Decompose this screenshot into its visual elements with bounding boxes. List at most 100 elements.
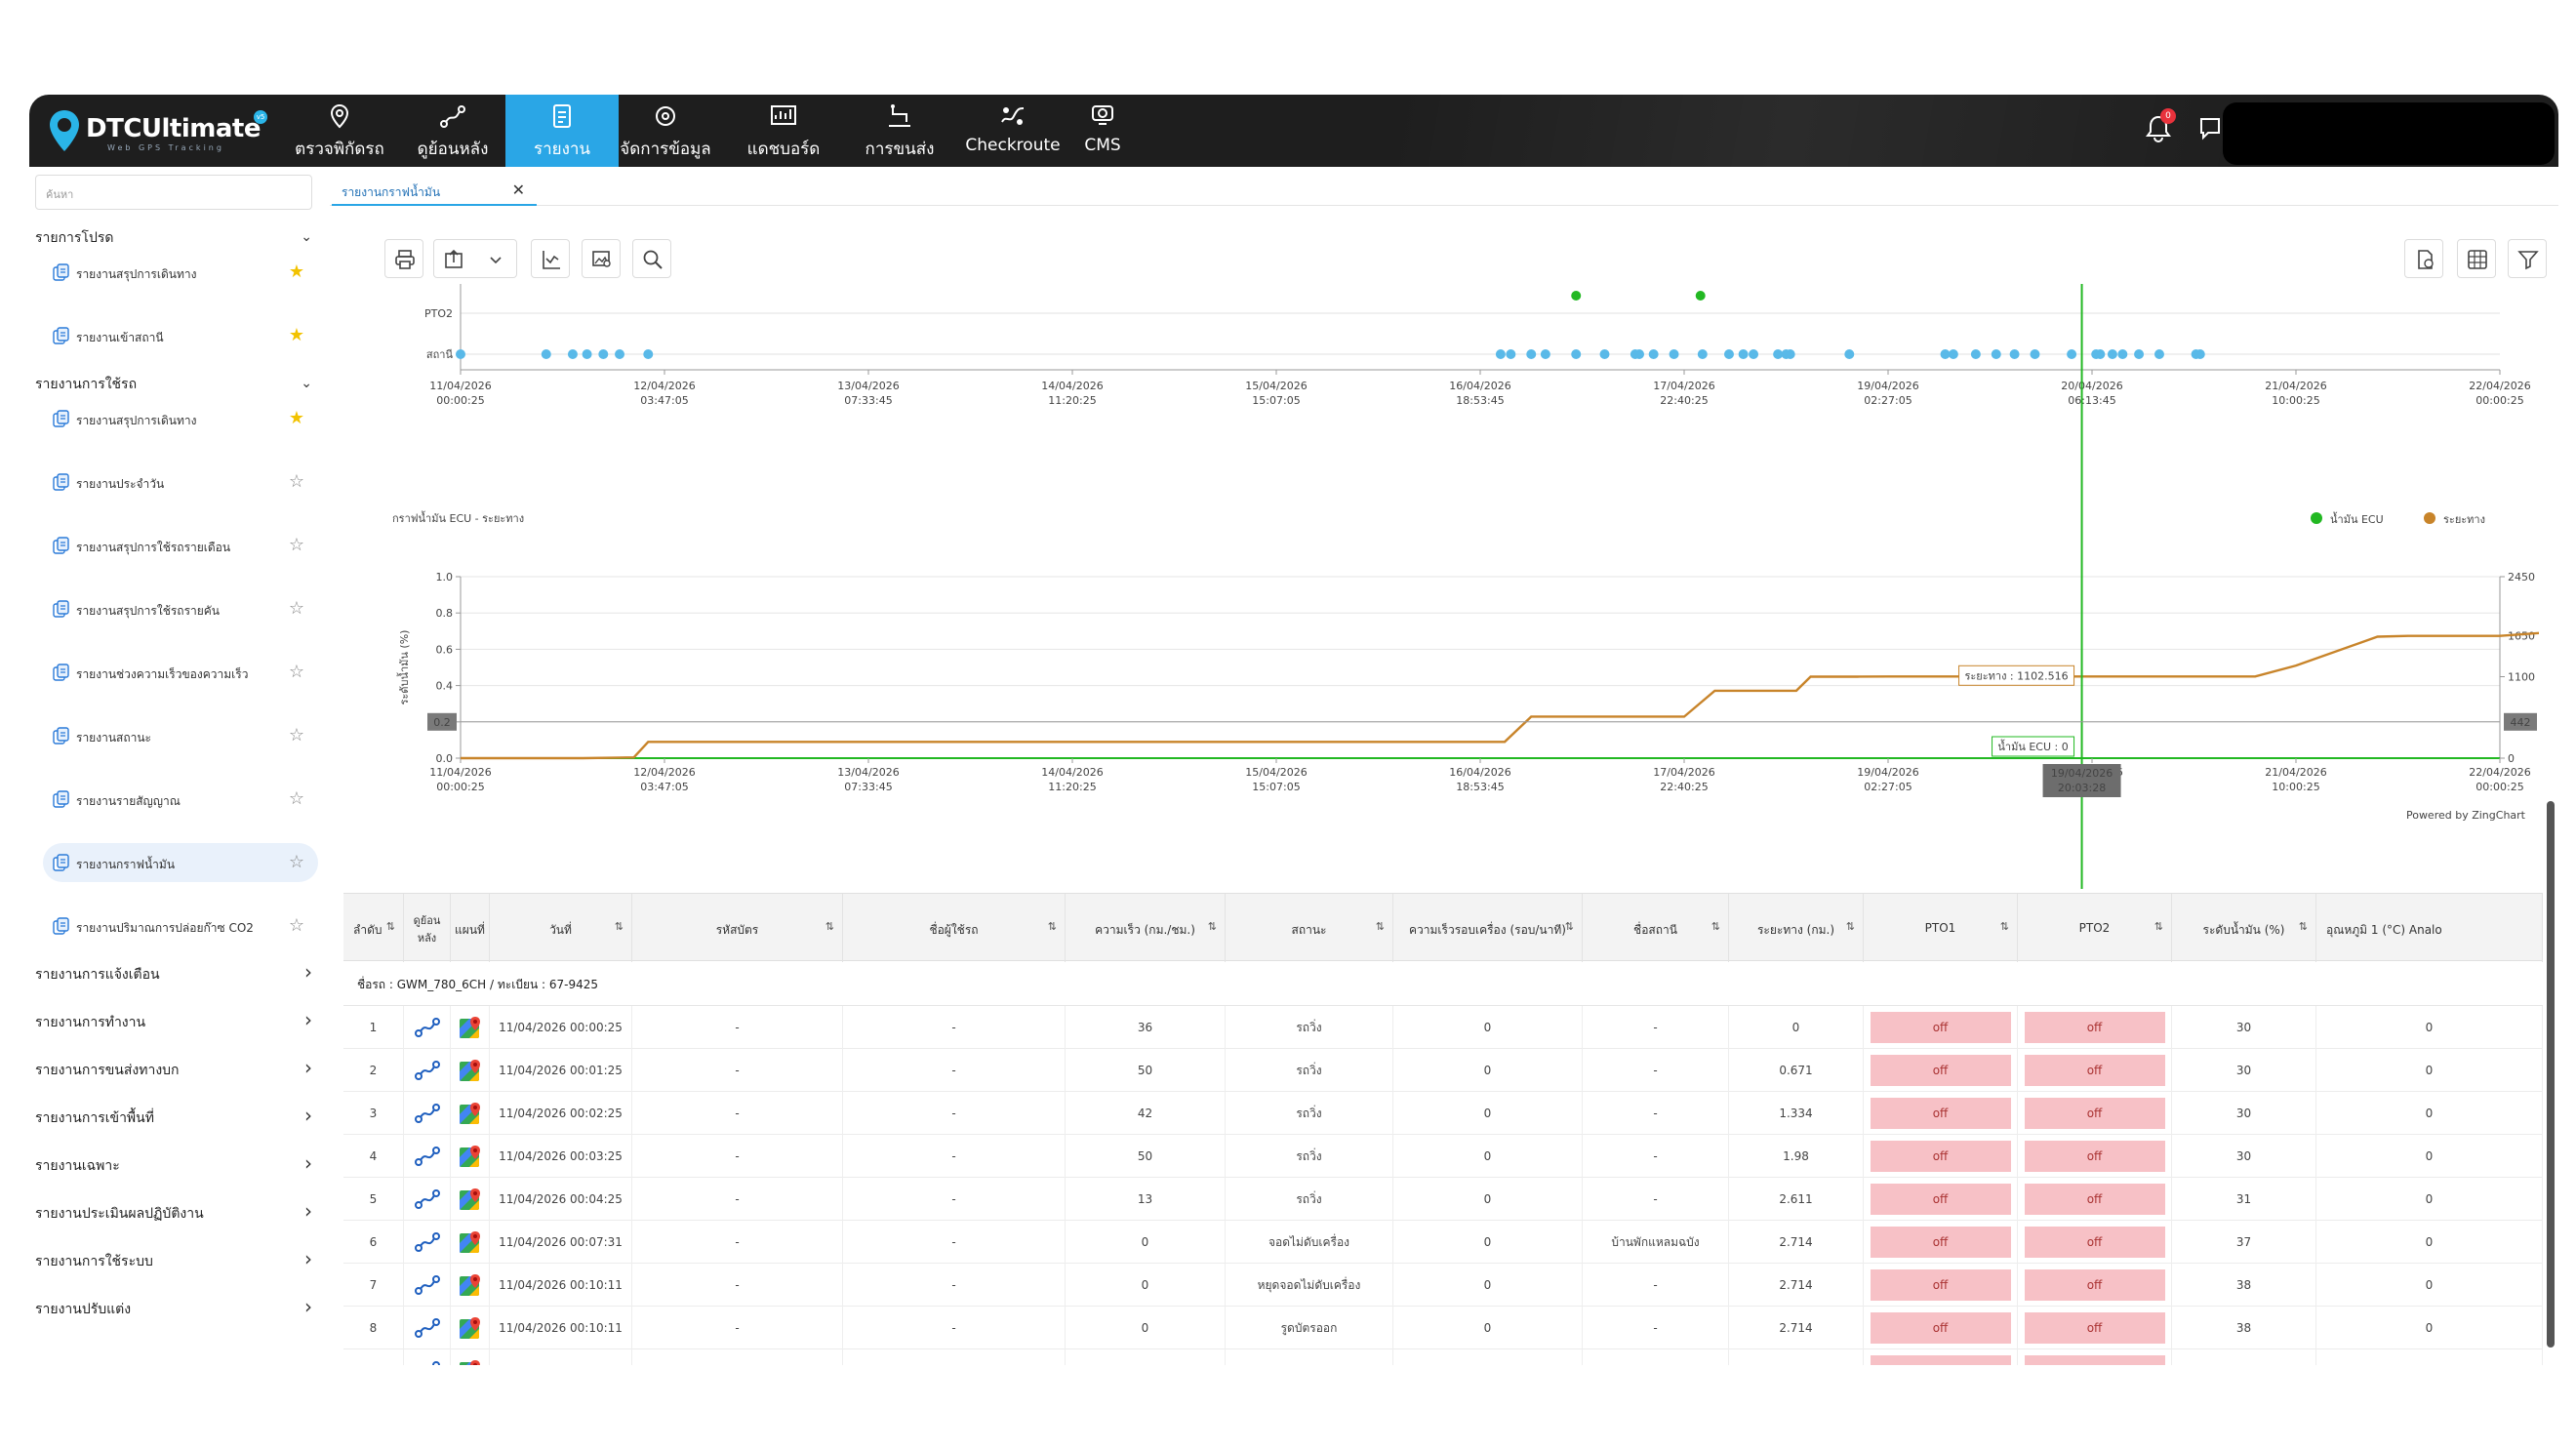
- scatter-point[interactable]: [1648, 349, 1659, 359]
- column-header[interactable]: ลำดับ ⇅: [343, 894, 404, 962]
- scatter-point[interactable]: [1634, 349, 1645, 359]
- sidebar-item-report[interactable]: รายงานปริมาณการปล่อยก๊าซ CO2 ☆: [43, 906, 318, 946]
- column-header[interactable]: PTO2 ⇅: [2018, 894, 2172, 962]
- sidebar-section-header[interactable]: รายงานการใช้ระบบ ›: [35, 1247, 318, 1276]
- scatter-point[interactable]: [1844, 349, 1855, 359]
- scatter-point[interactable]: [1571, 291, 1582, 301]
- scatter-point[interactable]: [1970, 349, 1981, 359]
- scatter-point[interactable]: [1695, 291, 1706, 301]
- sidebar-section-header[interactable]: รายงานการแจ้งเตือน ›: [35, 960, 318, 989]
- scatter-point[interactable]: [1738, 349, 1749, 359]
- excel-export-button[interactable]: [2457, 239, 2496, 278]
- playback-route-icon[interactable]: [404, 1135, 451, 1178]
- scatter-point[interactable]: [2030, 349, 2040, 359]
- sidebar-section-header[interactable]: รายงานการเข้าพื้นที่ ›: [35, 1104, 318, 1133]
- favorite-star-icon[interactable]: ★: [288, 262, 304, 282]
- favorite-star-icon[interactable]: ☆: [288, 662, 304, 682]
- scatter-point[interactable]: [1495, 349, 1506, 359]
- sort-icon[interactable]: ⇅: [614, 920, 624, 933]
- sidebar-section-header[interactable]: รายงานเฉพาะ ›: [35, 1151, 318, 1181]
- table-row[interactable]: 1 11/04/2026 00:00:25- -36 รถวิ่ง 0-0 off off 3…: [343, 1006, 2543, 1049]
- map-pin-icon[interactable]: [451, 1135, 490, 1178]
- sidebar-item-report[interactable]: รายงานสถานะ ☆: [43, 716, 318, 755]
- column-header[interactable]: แผนที่: [451, 894, 490, 962]
- playback-route-icon[interactable]: [404, 1221, 451, 1264]
- column-header[interactable]: ระยะทาง (กม.) ⇅: [1729, 894, 1864, 962]
- sort-icon[interactable]: ⇅: [1047, 920, 1057, 933]
- scatter-point[interactable]: [2134, 349, 2145, 359]
- sort-icon[interactable]: ⇅: [1564, 920, 1574, 933]
- column-header[interactable]: PTO1 ⇅: [1864, 894, 2018, 962]
- scatter-point[interactable]: [541, 349, 551, 359]
- user-profile-redacted[interactable]: [2223, 102, 2555, 165]
- sort-icon[interactable]: ⇅: [825, 920, 834, 933]
- pdf-export-button[interactable]: [2404, 239, 2443, 278]
- favorite-star-icon[interactable]: ☆: [288, 852, 304, 872]
- scatter-point[interactable]: [1773, 349, 1784, 359]
- sort-icon[interactable]: ⇅: [2298, 920, 2308, 933]
- scatter-point[interactable]: [643, 349, 654, 359]
- column-header[interactable]: ชื่อสถานี ⇅: [1583, 894, 1729, 962]
- sidebar-item-report[interactable]: รายงานกราฟน้ำมัน ☆: [43, 843, 318, 882]
- table-row[interactable]: 4 11/04/2026 00:03:25- -50 รถวิ่ง 0-1.98 off o…: [343, 1135, 2543, 1178]
- scatter-point[interactable]: [1723, 349, 1734, 359]
- legend-marker[interactable]: [2424, 512, 2435, 524]
- playback-route-icon[interactable]: [404, 1006, 451, 1049]
- sidebar-item-report[interactable]: รายงานรายสัญญาณ ☆: [43, 780, 318, 819]
- column-header[interactable]: ชื่อผู้ใช้รถ ⇅: [843, 894, 1066, 962]
- table-row[interactable]: 911/04/2026 00:10:12--0รถจอด0บ้านพักแหลม…: [343, 1349, 2543, 1365]
- scatter-point[interactable]: [1540, 349, 1550, 359]
- column-header[interactable]: อุณหภูมิ 1 (°C) Analo: [2316, 894, 2543, 962]
- table-row[interactable]: 8 11/04/2026 00:10:11- -0 รูดบัตรออก 0-2.714…: [343, 1307, 2543, 1349]
- sort-icon[interactable]: ⇅: [385, 920, 395, 933]
- scatter-point[interactable]: [1599, 349, 1610, 359]
- nav-item-transport[interactable]: การขนส่ง: [841, 95, 958, 167]
- scatter-point[interactable]: [1940, 349, 1951, 359]
- sort-icon[interactable]: ⇅: [2153, 920, 2163, 933]
- sort-icon[interactable]: ⇅: [1845, 920, 1855, 933]
- column-header[interactable]: วันที่ ⇅: [490, 894, 632, 962]
- sort-icon[interactable]: ⇅: [1711, 920, 1720, 933]
- scatter-point[interactable]: [1697, 349, 1708, 359]
- scatter-point[interactable]: [2095, 349, 2106, 359]
- sidebar-item-report[interactable]: รายงานเข้าสถานี ★: [43, 316, 318, 355]
- playback-route-icon[interactable]: [404, 1264, 451, 1307]
- column-header[interactable]: ดูย้อนหลัง: [404, 894, 451, 962]
- scatter-point[interactable]: [1991, 349, 2001, 359]
- scatter-point[interactable]: [2067, 349, 2077, 359]
- scatter-point[interactable]: [1749, 349, 1759, 359]
- column-header[interactable]: ความเร็ว (กม./ชม.) ⇅: [1066, 894, 1226, 962]
- playback-route-icon[interactable]: [404, 1049, 451, 1092]
- chart-button[interactable]: [531, 239, 570, 278]
- sidebar-section-header[interactable]: รายงานการทำงาน ›: [35, 1008, 318, 1037]
- scatter-point[interactable]: [1948, 349, 1958, 359]
- export-button[interactable]: [433, 239, 517, 278]
- scatter-point[interactable]: [2153, 349, 2164, 359]
- message-icon[interactable]: [2197, 114, 2223, 141]
- nav-item-checkroute[interactable]: Checkroute: [958, 95, 1067, 167]
- sidebar-item-report[interactable]: รายงานสรุปการใช้รถรายคัน ☆: [43, 589, 318, 628]
- sort-icon[interactable]: ⇅: [1207, 920, 1217, 933]
- legend-label[interactable]: ระยะทาง: [2443, 513, 2485, 526]
- scatter-point[interactable]: [2107, 349, 2117, 359]
- nav-item-dashboard[interactable]: แดชบอร์ด: [726, 95, 841, 167]
- column-header[interactable]: สถานะ ⇅: [1226, 894, 1393, 962]
- vertical-scrollbar[interactable]: [2547, 801, 2555, 1348]
- sidebar-item-report[interactable]: รายงานช่วงความเร็วของความเร็ว ☆: [43, 653, 318, 692]
- map-pin-icon[interactable]: [451, 1006, 490, 1049]
- favorite-star-icon[interactable]: ★: [288, 325, 304, 345]
- map-pin-icon[interactable]: [451, 1221, 490, 1264]
- map-pin-icon[interactable]: [451, 1178, 490, 1221]
- nav-item-cctv[interactable]: CMS: [1064, 95, 1142, 167]
- chart-credit[interactable]: Powered by ZingChart: [2406, 809, 2526, 822]
- scatter-point[interactable]: [2009, 349, 2020, 359]
- scatter-point[interactable]: [1785, 349, 1795, 359]
- brand-logo[interactable]: DTCUltimate Web GPS Tracking v5: [47, 102, 271, 159]
- legend-label[interactable]: น้ำมัน ECU: [2330, 511, 2384, 526]
- image-button[interactable]: [582, 239, 621, 278]
- nav-item-manage-data[interactable]: จัดการข้อมูล: [607, 95, 724, 167]
- sort-icon[interactable]: ⇅: [1375, 920, 1385, 933]
- zoom-button[interactable]: [632, 239, 671, 278]
- nav-item-route[interactable]: ดูย้อนหลัง: [396, 95, 509, 167]
- table-row[interactable]: 5 11/04/2026 00:04:25- -13 รถวิ่ง 0-2.611 off…: [343, 1178, 2543, 1221]
